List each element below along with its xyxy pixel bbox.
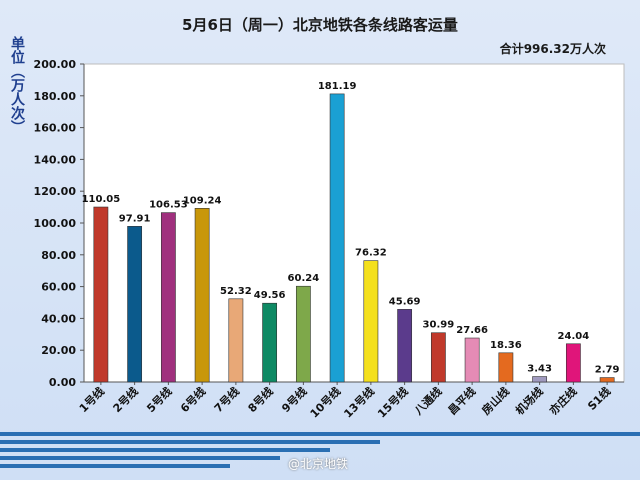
x-tick-label: S1线 [585,384,614,413]
x-tick-label: 2号线 [110,384,141,415]
data-label: 3.43 [527,364,552,375]
bar [329,93,345,383]
y-tick-label: 0.00 [49,376,76,389]
x-tick-label: 1号线 [76,384,107,415]
x-tick-label: 八通线 [411,384,445,418]
y-tick-label: 200.00 [34,58,77,71]
x-tick-label: 5号线 [144,384,175,415]
x-tick-label: 13号线 [341,384,377,420]
bar [160,212,176,383]
data-label: 49.56 [254,290,286,301]
bar [397,309,413,383]
x-tick-label: 昌平线 [445,384,478,417]
bar [565,343,581,383]
bar [262,302,278,383]
y-tick-label: 140.00 [34,153,77,166]
bar [599,377,615,383]
y-tick-label: 180.00 [34,90,77,103]
watermark-text: @北京地铁 [288,457,349,471]
data-label: 97.91 [119,213,151,224]
bars-group [93,93,615,383]
y-tick-label: 40.00 [41,312,76,325]
bar [127,226,143,383]
bar [363,260,379,383]
data-label: 106.53 [149,200,188,211]
data-label: 110.05 [82,194,121,205]
data-label: 27.66 [456,325,488,336]
y-tick-label: 20.00 [41,344,76,357]
x-tick-label: 9号线 [279,384,310,415]
bar [430,332,446,383]
bar [498,352,514,383]
x-tick-label: 6号线 [177,384,208,415]
data-label: 52.32 [220,286,252,297]
data-label: 45.69 [389,296,421,307]
y-tick-label: 120.00 [34,185,77,198]
y-tick-label: 100.00 [34,217,77,230]
bar [295,285,311,383]
data-label: 76.32 [355,248,387,259]
data-label: 60.24 [288,273,320,284]
bar [228,298,244,383]
x-tick-label: 房山线 [479,384,512,417]
bar [464,337,480,383]
data-label: 181.19 [318,81,357,92]
data-label: 24.04 [558,331,590,342]
x-tick-label: 亦庄线 [546,384,579,417]
data-label: 30.99 [423,320,455,331]
chart-title: 5月6日（周一）北京地铁各条线路客运量 [182,16,458,34]
y-tick-label: 80.00 [41,249,76,262]
bar [194,208,210,383]
y-tick-label: 160.00 [34,122,77,135]
axes: 0.00 20.00 40.00 60.00 80.00 100.00 120.00 140.… [34,58,624,389]
x-tick-label: 机场线 [513,384,546,417]
y-axis-label: 单位（万人次） [9,36,25,134]
data-label: 2.79 [595,365,620,376]
bar [532,376,548,383]
x-tick-label: 15号线 [374,384,410,420]
data-label: 109.24 [183,195,222,206]
bottom-stripes [0,432,640,468]
total-annotation: 合计996.32万人次 [499,42,606,56]
data-label: 18.36 [490,340,522,351]
y-tick-label: 60.00 [41,281,76,294]
bar [93,206,109,383]
x-tick-label: 8号线 [245,384,276,415]
x-tick-label: 7号线 [211,384,242,415]
x-tick-label: 10号线 [307,384,343,420]
